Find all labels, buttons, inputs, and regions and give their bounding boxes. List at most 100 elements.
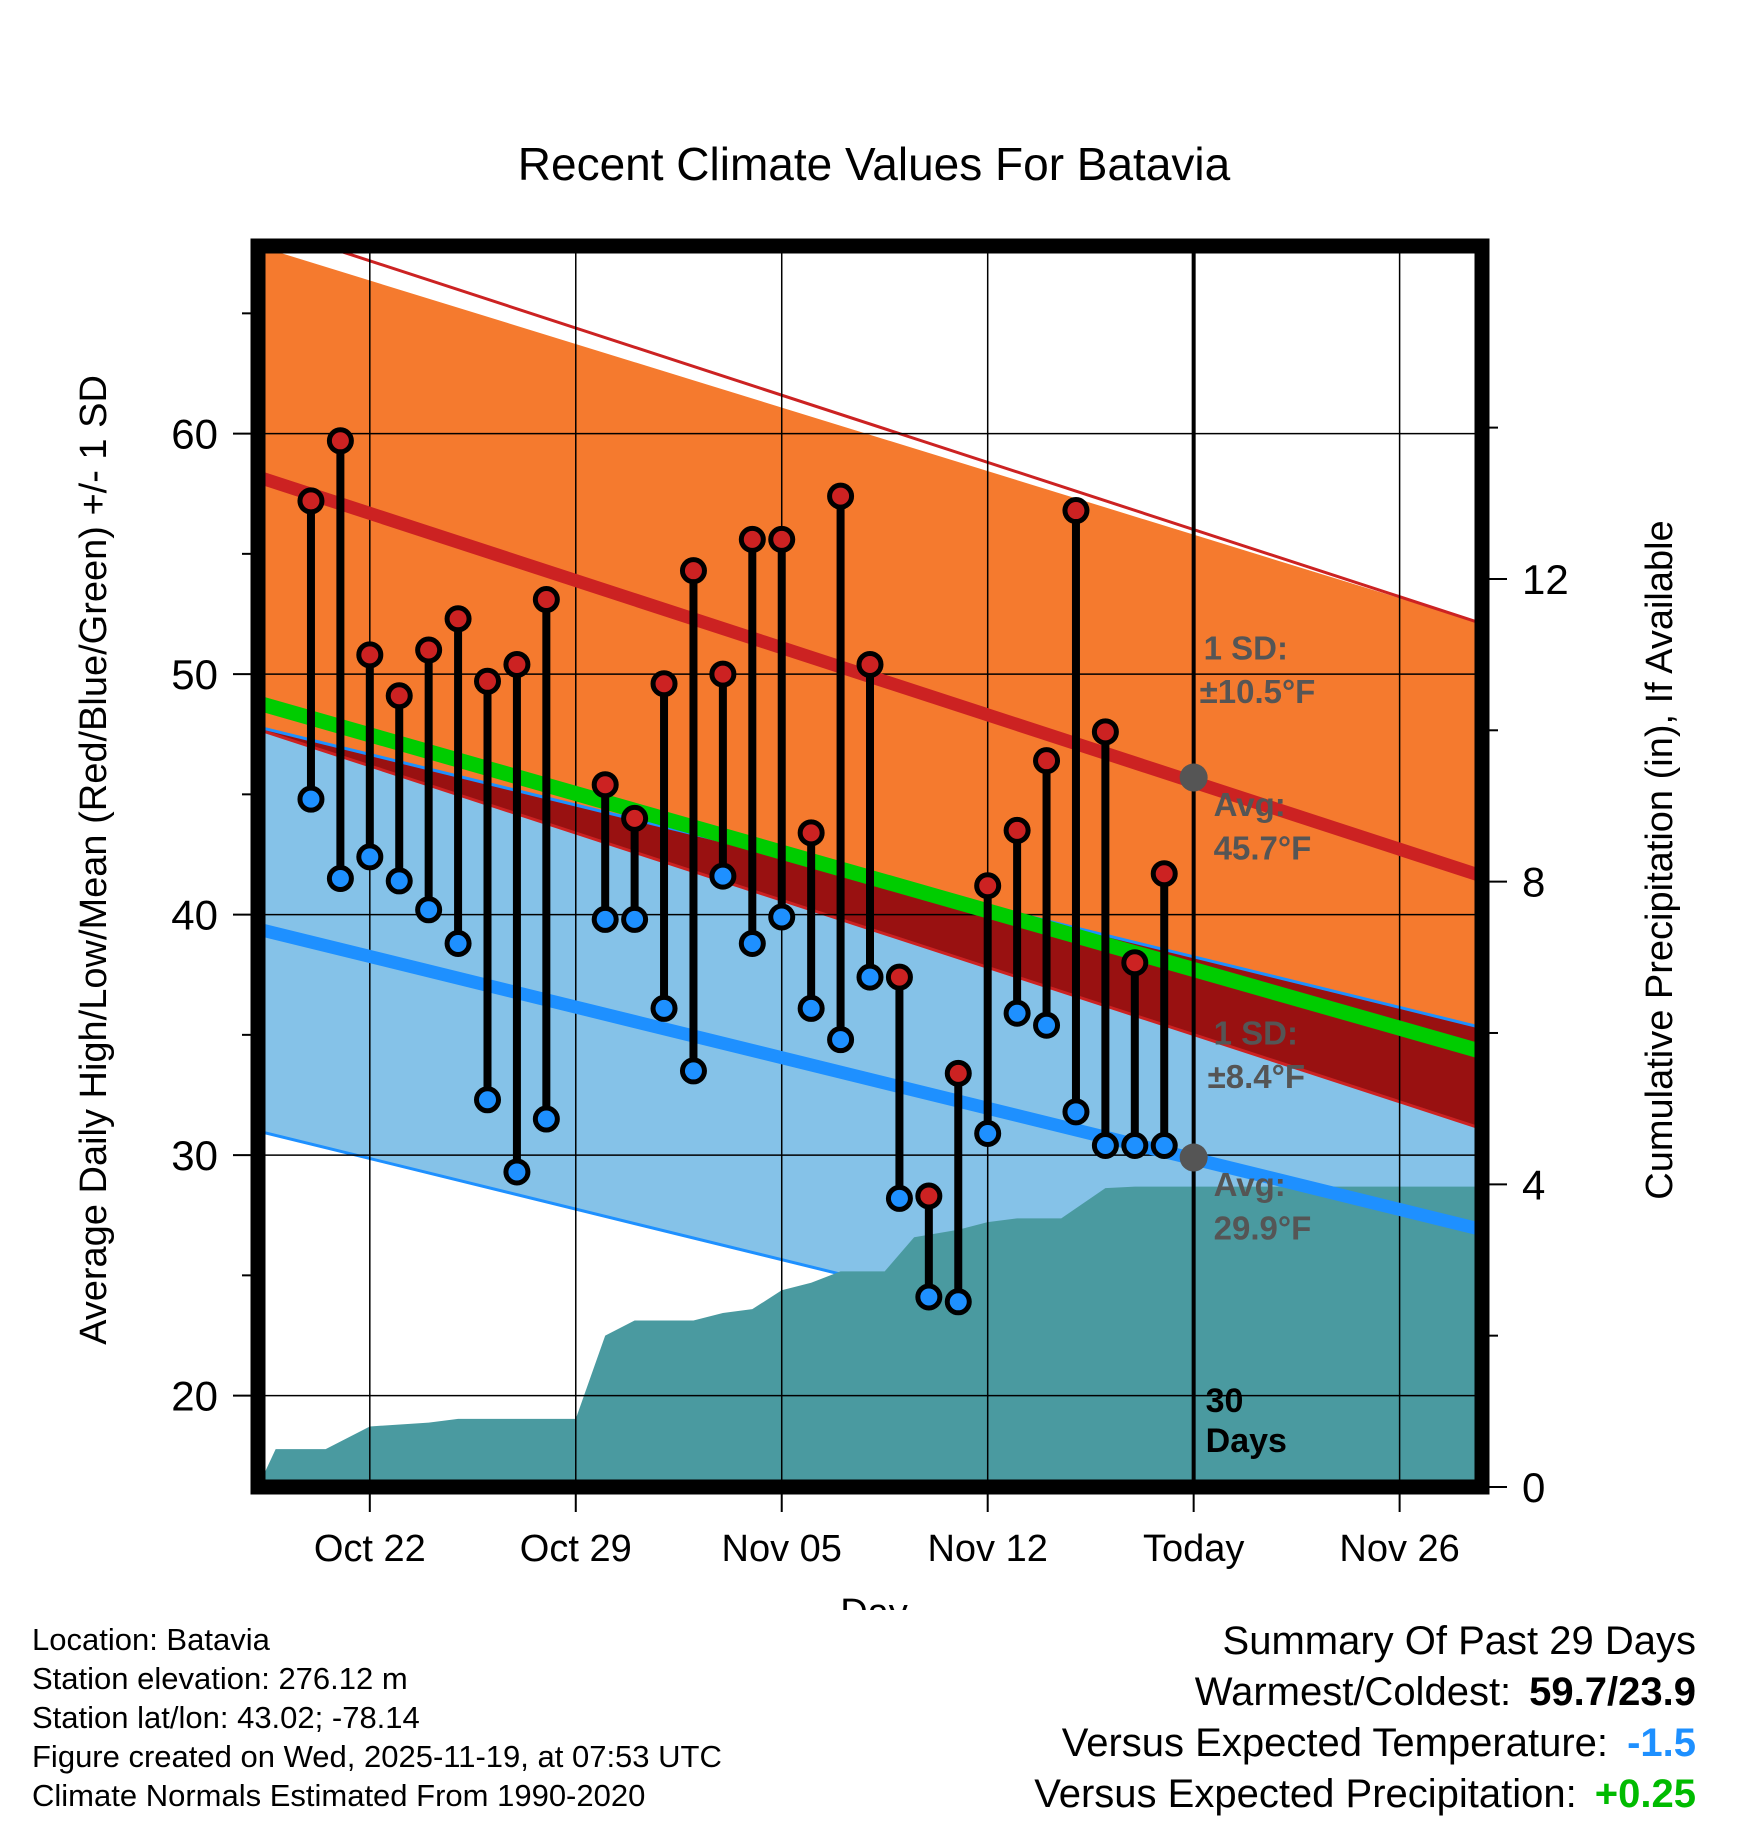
daily-high-point-16	[768, 525, 796, 553]
daily-low-point-11	[621, 905, 649, 933]
x-tick-label-3: Nov 12	[927, 1528, 1047, 1570]
daily-high-point-14	[709, 660, 737, 688]
daily-high-point-23	[974, 872, 1002, 900]
daily-high-point-22	[944, 1059, 972, 1087]
daily-low-point-27	[1091, 1131, 1119, 1159]
x-tick-label-1: Oct 29	[520, 1528, 632, 1570]
high-sd-upper-edge	[319, 246, 1482, 626]
low-avg-label: Avg:	[1214, 1166, 1286, 1203]
daily-high-point-25	[1033, 747, 1061, 775]
daily-low-point-5	[444, 929, 472, 957]
today-high-avg-marker	[1179, 763, 1208, 792]
high-avg-label: Avg:	[1214, 786, 1286, 823]
daily-low-point-24	[1003, 999, 1031, 1027]
days-label-number: 30	[1206, 1382, 1244, 1420]
summary-panel: Summary Of Past 29 Days Warmest/Coldest:…	[1034, 1616, 1696, 1820]
summary-temp-label: Versus Expected Temperature:	[1061, 1721, 1608, 1765]
daily-low-point-2	[356, 843, 384, 871]
normal-low-line	[258, 922, 1482, 1236]
daily-low-point-8	[532, 1105, 560, 1133]
daily-high-point-24	[1003, 816, 1031, 844]
daily-high-point-29	[1150, 860, 1178, 888]
daily-high-point-3	[385, 682, 413, 710]
high-sd-value: ±10.5°F	[1200, 673, 1316, 710]
y2-tick-label-0: 0	[1522, 1464, 1545, 1511]
info-location: Location: Batavia	[32, 1622, 270, 1657]
daily-low-point-29	[1150, 1131, 1178, 1159]
daily-high-point-11	[621, 804, 649, 832]
daily-high-point-20	[885, 963, 913, 991]
daily-high-point-27	[1091, 718, 1119, 746]
summary-warm-cold-value: 59.7/23.9	[1529, 1670, 1696, 1714]
daily-high-point-0	[297, 487, 325, 515]
daily-high-point-17	[797, 819, 825, 847]
daily-low-point-14	[709, 862, 737, 890]
daily-high-point-21	[915, 1182, 943, 1210]
climate-chart: Recent Climate Values For Batavia Day Av…	[73, 138, 1681, 1610]
daily-low-point-28	[1121, 1131, 1149, 1159]
y-tick-label-60: 60	[171, 411, 218, 458]
daily-high-point-6	[474, 667, 501, 695]
y-tick-label-30: 30	[171, 1132, 218, 1179]
daily-low-point-0	[297, 785, 325, 813]
daily-high-point-10	[591, 771, 619, 799]
daily-low-point-18	[827, 1026, 855, 1054]
y-axis-label: Average Daily High/Low/Mean (Red/Blue/Gr…	[73, 375, 115, 1345]
daily-low-point-22	[944, 1288, 972, 1316]
high-avg-value: 45.7°F	[1214, 829, 1312, 866]
daily-high-point-13	[679, 557, 707, 585]
low-sd-label: 1 SD:	[1214, 1014, 1298, 1051]
daily-low-point-25	[1033, 1011, 1061, 1039]
daily-low-point-3	[385, 867, 413, 895]
daily-low-point-12	[650, 994, 678, 1022]
today-low-avg-marker	[1179, 1143, 1208, 1172]
daily-high-point-2	[356, 641, 384, 669]
daily-low-point-1	[326, 865, 354, 893]
daily-low-point-7	[503, 1158, 531, 1186]
daily-low-point-13	[679, 1057, 707, 1085]
daily-low-point-4	[415, 896, 443, 924]
days-label-text: Days	[1206, 1422, 1287, 1460]
y-tick-label-50: 50	[171, 651, 218, 698]
daily-high-point-28	[1121, 949, 1149, 977]
high-sd-label: 1 SD:	[1204, 630, 1288, 667]
info-elevation: Station elevation: 276.12 m	[32, 1661, 408, 1696]
summary-title: Summary Of Past 29 Days	[1222, 1619, 1696, 1663]
daily-high-point-1	[326, 427, 354, 455]
low-sd-value: ±8.4°F	[1208, 1058, 1305, 1095]
daily-low-point-26	[1062, 1098, 1090, 1126]
summary-precip-label: Versus Expected Precipitation:	[1034, 1772, 1577, 1816]
daily-high-point-5	[444, 605, 472, 633]
y2-tick-label-4: 4	[1522, 1161, 1545, 1208]
info-normals: Climate Normals Estimated From 1990-2020	[32, 1778, 646, 1813]
daily-high-point-8	[532, 586, 560, 614]
daily-high-point-18	[827, 482, 855, 510]
cumulative-precip-area	[258, 1186, 1482, 1487]
daily-low-point-20	[885, 1184, 913, 1212]
y2-axis-label: Cumulative Precipitation (in), If Availa…	[1639, 520, 1681, 1199]
daily-high-point-19	[856, 650, 884, 678]
x-tick-label-0: Oct 22	[314, 1528, 426, 1570]
station-info: Location: Batavia Station elevation: 276…	[32, 1620, 722, 1815]
x-axis-label: Day	[840, 1592, 908, 1610]
info-created: Figure created on Wed, 2025-11-19, at 07…	[32, 1739, 722, 1774]
daily-low-point-16	[768, 903, 796, 931]
daily-low-point-15	[738, 929, 766, 957]
daily-high-point-26	[1062, 497, 1090, 525]
low-avg-value: 29.9°F	[1214, 1209, 1312, 1246]
daily-high-point-4	[415, 636, 443, 664]
daily-high-point-15	[738, 525, 766, 553]
daily-low-point-17	[797, 994, 825, 1022]
summary-temp-value: -1.5	[1627, 1721, 1696, 1765]
daily-low-point-19	[856, 963, 884, 991]
x-tick-label-4: Today	[1143, 1528, 1244, 1570]
y2-tick-label-12: 12	[1522, 556, 1569, 603]
summary-precip-value: +0.25	[1594, 1772, 1696, 1816]
y-tick-label-20: 20	[171, 1373, 218, 1420]
x-tick-label-2: Nov 05	[722, 1528, 842, 1570]
plot-frame	[250, 238, 1490, 1495]
daily-high-point-7	[503, 650, 531, 678]
x-tick-label-5: Nov 26	[1339, 1528, 1459, 1570]
daily-high-point-12	[650, 670, 678, 698]
summary-warm-cold-label: Warmest/Coldest:	[1194, 1670, 1512, 1714]
